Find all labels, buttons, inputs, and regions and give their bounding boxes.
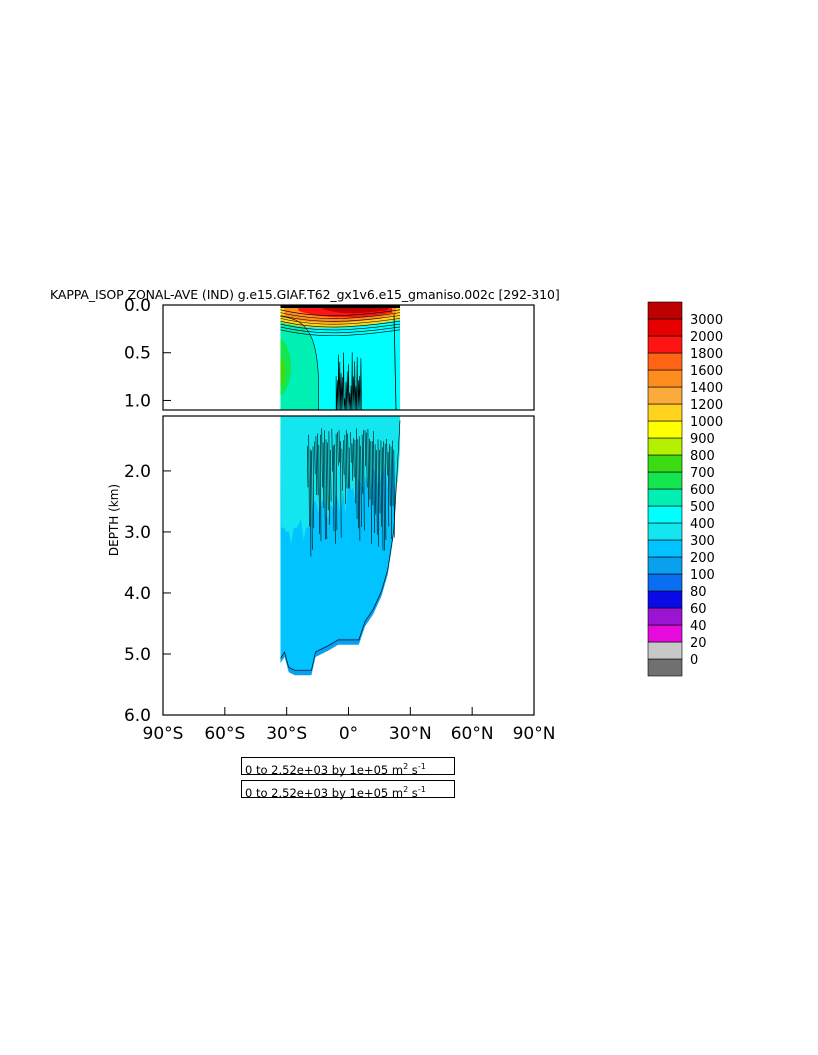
colorbar-swatch <box>647 573 683 592</box>
colorbar-label: 1000 <box>690 415 723 430</box>
colorbar-label: 80 <box>690 585 707 600</box>
lower-y-tick-label: 6.0 <box>124 706 151 726</box>
colorbar-swatch <box>647 607 683 626</box>
colorbar-swatch <box>647 505 683 524</box>
colorbar-swatch <box>647 420 683 439</box>
upper-field-600 <box>280 316 319 410</box>
colorbar-label: 3000 <box>690 313 723 328</box>
colorbar-swatch <box>647 369 683 388</box>
colorbar-label: 20 <box>690 636 707 651</box>
colorbar-swatch <box>647 454 683 473</box>
colorbar-label: 300 <box>690 534 715 549</box>
colorbar-label: 400 <box>690 517 715 532</box>
colorbar-swatch <box>647 335 683 354</box>
colorbar-swatch <box>647 437 683 456</box>
colorbar-swatch <box>647 590 683 609</box>
colorbar-label: 2000 <box>690 330 723 345</box>
colorbar-label: 700 <box>690 466 715 481</box>
colorbar-swatch <box>647 658 683 677</box>
colorbar-swatch <box>647 386 683 405</box>
colorbar-swatch <box>647 301 683 320</box>
lower-y-tick-label: 2.0 <box>124 462 151 482</box>
upper-contour-line <box>280 309 401 316</box>
colorbar-label: 100 <box>690 568 715 583</box>
upper-panel-field <box>280 305 401 410</box>
x-tick-label: 90°S <box>143 724 184 744</box>
upper-y-tick-label: 0.0 <box>124 296 151 316</box>
chart-title: KAPPA_ISOP ZONAL-AVE (IND) g.e15.GIAF.T6… <box>50 287 560 302</box>
x-tick-label: 0° <box>339 724 358 744</box>
upper-contour-line <box>280 323 401 331</box>
colorbar-label: 500 <box>690 500 715 515</box>
colorbar-swatch <box>647 488 683 507</box>
colorbar-label: 600 <box>690 483 715 498</box>
colorbar-label: 1600 <box>690 364 723 379</box>
lower-y-tick-label: 4.0 <box>124 584 151 604</box>
axes: 90°S 60°S 30°S 0° 30°N 60°N 90°N 0.0 0.5 1.0 2.0 3.… <box>107 296 555 744</box>
x-tick-label: 30°S <box>266 724 307 744</box>
x-tick-label: 90°N <box>513 724 556 744</box>
upper-y-tick-label: 0.5 <box>124 344 151 364</box>
contour-info-box-1: 0 to 2.52e+03 by 1e+05 m2 s-1 <box>241 757 455 777</box>
upper-panel-frame <box>162 304 535 411</box>
upper-contour-line <box>280 320 401 328</box>
upper-field-surface-line <box>280 305 401 308</box>
colorbar-label: 40 <box>690 619 707 634</box>
y-axis-label: DEPTH (km) <box>107 484 121 556</box>
colorbar-label: 800 <box>690 449 715 464</box>
lower-contour-noise <box>307 428 395 557</box>
upper-contour-line <box>280 318 401 325</box>
colorbar-label: 1200 <box>690 398 723 413</box>
upper-contour-line <box>280 316 320 410</box>
colorbar-swatch <box>647 641 683 660</box>
x-tick-label: 60°N <box>451 724 494 744</box>
colorbar-swatch <box>647 352 683 371</box>
upper-contour-line <box>280 312 401 319</box>
colorbar: 0 20 40 60 80 100 200 300 400 500 600 700 800 900 1000… <box>647 301 723 677</box>
upper-contour-line <box>280 315 401 322</box>
x-tick-label: 30°N <box>389 724 432 744</box>
upper-contour-line <box>280 329 401 336</box>
colorbar-swatch <box>647 471 683 490</box>
colorbar-swatch <box>647 522 683 541</box>
colorbar-label: 1400 <box>690 381 723 396</box>
upper-contour-line <box>280 326 401 334</box>
colorbar-label: 0 <box>690 653 698 668</box>
upper-contour-line <box>393 314 397 410</box>
lower-contour-line <box>280 420 401 671</box>
upper-contour-noise <box>335 352 362 410</box>
colorbar-swatch <box>647 539 683 558</box>
colorbar-swatch <box>647 403 683 422</box>
colorbar-swatch <box>647 556 683 575</box>
lower-y-tick-label: 3.0 <box>124 523 151 543</box>
upper-y-tick-label: 1.0 <box>124 391 151 411</box>
colorbar-swatch <box>647 318 683 337</box>
colorbar-label: 900 <box>690 432 715 447</box>
colorbar-label: 1800 <box>690 347 723 362</box>
lower-y-tick-label: 5.0 <box>124 645 151 665</box>
contour-info-box-2: 0 to 2.52e+03 by 1e+05 m2 s-1 <box>241 780 455 800</box>
x-tick-label: 60°S <box>204 724 245 744</box>
colorbar-label: 60 <box>690 602 707 617</box>
upper-field-800 <box>280 357 286 387</box>
colorbar-swatch <box>647 624 683 643</box>
lower-panel-field <box>280 416 401 676</box>
colorbar-label: 200 <box>690 551 715 566</box>
